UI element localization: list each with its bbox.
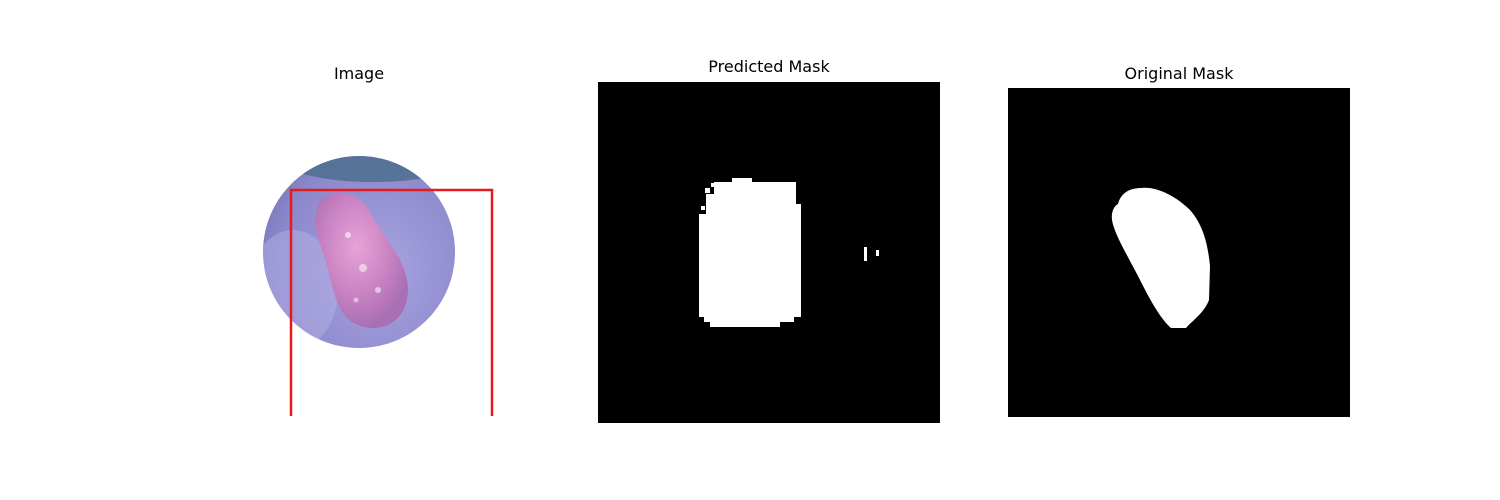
- bounding-box: [289, 188, 494, 416]
- image-panel-title: Image: [333, 64, 385, 83]
- original-mask-image: [1008, 88, 1350, 417]
- endoscopy-image: [263, 156, 494, 416]
- predicted-mask-panel: [598, 82, 940, 423]
- image-panel: [258, 150, 498, 420]
- predicted-mask-image: [598, 82, 940, 423]
- original-mask-title: Original Mask: [1124, 64, 1234, 83]
- predicted-mask-title: Predicted Mask: [708, 57, 830, 76]
- original-mask-panel: [1008, 88, 1350, 417]
